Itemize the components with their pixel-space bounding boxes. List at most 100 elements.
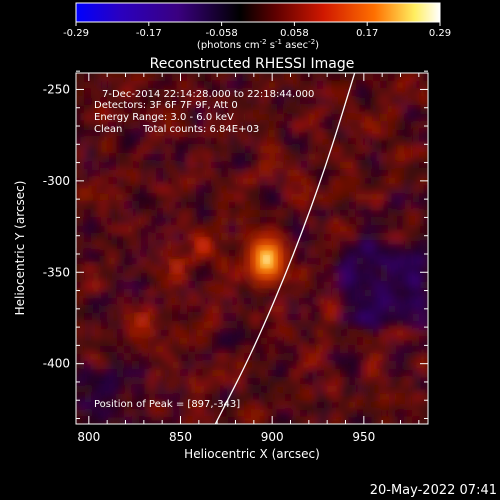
- heatmap-cell: [292, 193, 301, 202]
- heatmap-cell: [260, 345, 269, 354]
- heatmap-cell: [268, 345, 277, 354]
- heatmap-cell: [380, 313, 389, 322]
- heatmap-cell: [108, 409, 117, 418]
- heatmap-cell: [324, 105, 333, 114]
- heatmap-cell: [180, 353, 189, 362]
- heatmap-cell: [388, 305, 397, 314]
- heatmap-cell: [236, 233, 245, 242]
- heatmap-cell: [292, 273, 301, 282]
- heatmap-cell: [420, 361, 428, 370]
- heatmap-cell: [84, 97, 93, 106]
- heatmap-cell: [388, 249, 397, 258]
- heatmap-cell: [276, 193, 285, 202]
- heatmap-cell: [276, 121, 285, 130]
- heatmap-cell: [372, 193, 381, 202]
- heatmap-cell: [284, 129, 293, 138]
- heatmap-cell: [236, 73, 245, 82]
- heatmap-cell: [164, 105, 173, 114]
- heatmap-cell: [244, 209, 253, 218]
- heatmap-cell: [324, 137, 333, 146]
- heatmap-cell: [268, 177, 277, 186]
- heatmap-cell: [180, 89, 189, 98]
- heatmap-cell: [92, 385, 101, 394]
- heatmap-cell: [140, 369, 149, 378]
- heatmap-cell: [420, 193, 428, 202]
- heatmap-cell: [260, 297, 269, 306]
- heatmap-cell: [108, 73, 117, 82]
- heatmap-cell: [260, 313, 269, 322]
- heatmap-cell: [364, 217, 373, 226]
- x-tick-label: 850: [169, 430, 192, 444]
- heatmap-cell: [108, 81, 117, 90]
- heatmap-cell: [172, 73, 181, 82]
- heatmap-cell: [180, 409, 189, 418]
- heatmap-cell: [308, 201, 317, 210]
- heatmap-cell: [308, 297, 317, 306]
- heatmap-cell: [276, 401, 285, 410]
- heatmap-cell: [204, 281, 213, 290]
- heatmap-cell: [388, 153, 397, 162]
- heatmap-cell: [316, 361, 325, 370]
- heatmap-cell: [292, 329, 301, 338]
- heatmap-cell: [420, 313, 428, 322]
- heatmap-cell: [276, 361, 285, 370]
- heatmap-cell: [292, 153, 301, 162]
- heatmap-cell: [284, 153, 293, 162]
- heatmap-cell: [412, 249, 421, 258]
- heatmap-cell: [324, 97, 333, 106]
- heatmap-cell: [380, 145, 389, 154]
- heatmap-cell: [212, 281, 221, 290]
- heatmap-cell: [292, 393, 301, 402]
- heatmap-cell: [396, 177, 405, 186]
- heatmap-cell: [420, 417, 428, 424]
- heatmap-cell: [284, 321, 293, 330]
- heatmap-cell: [180, 249, 189, 258]
- heatmap-cell: [220, 353, 229, 362]
- heatmap-cell: [324, 81, 333, 90]
- heatmap-cell: [292, 73, 301, 82]
- heatmap-cell: [236, 361, 245, 370]
- heatmap-cell: [124, 89, 133, 98]
- heatmap-cell: [332, 193, 341, 202]
- heatmap-cell: [180, 209, 189, 218]
- heatmap-cell: [140, 305, 149, 314]
- heatmap-cell: [420, 169, 428, 178]
- heatmap-cell: [316, 369, 325, 378]
- heatmap-cell: [188, 177, 197, 186]
- heatmap-cell: [196, 257, 205, 266]
- heatmap-cell: [324, 417, 333, 424]
- heatmap-cell: [364, 257, 373, 266]
- heatmap-cell: [412, 257, 421, 266]
- heatmap-cell: [356, 201, 365, 210]
- heatmap-cell: [268, 329, 277, 338]
- heatmap-cell: [180, 217, 189, 226]
- heatmap-cell: [380, 161, 389, 170]
- heatmap-cell: [356, 193, 365, 202]
- heatmap-cell: [316, 281, 325, 290]
- heatmap-cell: [84, 201, 93, 210]
- heatmap-cell: [172, 105, 181, 114]
- heatmap-cell: [244, 97, 253, 106]
- heatmap-cell: [108, 209, 117, 218]
- heatmap-cell: [340, 321, 349, 330]
- heatmap-cell: [348, 393, 357, 402]
- heatmap-cell: [404, 385, 413, 394]
- heatmap-cell: [92, 129, 101, 138]
- heatmap-cell: [188, 73, 197, 82]
- heatmap-cell: [388, 385, 397, 394]
- heatmap-cell: [380, 249, 389, 258]
- heatmap-cell: [364, 305, 373, 314]
- heatmap-cell: [340, 281, 349, 290]
- heatmap-cell: [236, 161, 245, 170]
- heatmap-cell: [332, 369, 341, 378]
- heatmap-cell: [284, 105, 293, 114]
- heatmap-cell: [204, 153, 213, 162]
- heatmap-cell: [420, 409, 428, 418]
- heatmap-cell: [124, 209, 133, 218]
- heatmap-cell: [188, 257, 197, 266]
- heatmap-cell: [156, 73, 165, 82]
- heatmap-cell: [348, 145, 357, 154]
- heatmap-cell: [292, 369, 301, 378]
- heatmap-cell: [284, 97, 293, 106]
- heatmap-cell: [276, 209, 285, 218]
